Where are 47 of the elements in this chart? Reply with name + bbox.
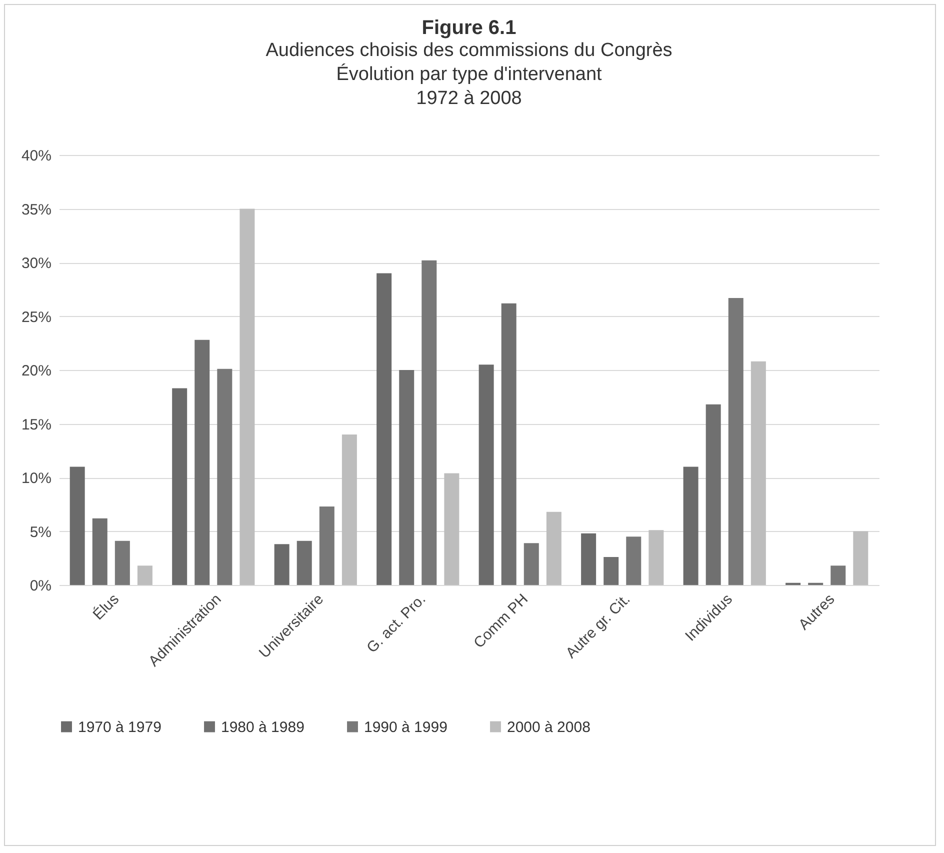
bar [546, 512, 562, 585]
x-tick-label: Élus [89, 590, 122, 624]
bar [342, 434, 357, 585]
bar [604, 557, 619, 585]
bar [319, 506, 334, 585]
bar [478, 364, 494, 585]
legend-label: 1980 à 1989 [221, 718, 304, 736]
legend-label: 1990 à 1999 [364, 718, 448, 736]
y-tick-label: 5% [30, 524, 52, 541]
legend-label: 2000 à 2008 [507, 718, 590, 736]
y-tick-label: 20% [21, 362, 52, 380]
bar [399, 370, 414, 585]
bar [626, 536, 642, 585]
bar [706, 404, 721, 585]
bar [274, 544, 290, 585]
bar [137, 566, 152, 585]
y-tick-label: 15% [21, 416, 52, 434]
bar [376, 273, 392, 585]
bar [70, 466, 85, 585]
bar [581, 533, 596, 585]
bar [524, 543, 539, 585]
y-tick-label: 30% [21, 255, 52, 272]
bar [853, 531, 868, 585]
bar [92, 518, 108, 585]
bar [728, 298, 744, 585]
legend-label: 1970 à 1979 [78, 718, 162, 736]
bar [830, 566, 846, 585]
y-tick-label: 35% [21, 201, 52, 218]
bar [172, 388, 188, 585]
x-tick-label: G. act. Pro. [364, 590, 430, 656]
bar [501, 303, 516, 585]
bar [194, 340, 210, 585]
bar [750, 361, 766, 585]
bar [240, 208, 255, 585]
bar [444, 473, 460, 585]
y-tick-label: 10% [21, 470, 52, 487]
bar [683, 466, 698, 585]
chart-title: Figure 6.1 [422, 17, 516, 39]
y-tick-label: 25% [21, 308, 52, 326]
bar [648, 530, 664, 585]
y-tick-label: 0% [30, 578, 52, 594]
bar [217, 368, 232, 585]
bar [114, 540, 130, 585]
bar [422, 260, 437, 585]
chart-subtitle: Audiences choisis des commissions du Congrès Évolution par type d'intervenant 1972 à 2008 [266, 40, 672, 109]
bar [296, 540, 312, 585]
y-tick-label: 40% [21, 148, 52, 164]
